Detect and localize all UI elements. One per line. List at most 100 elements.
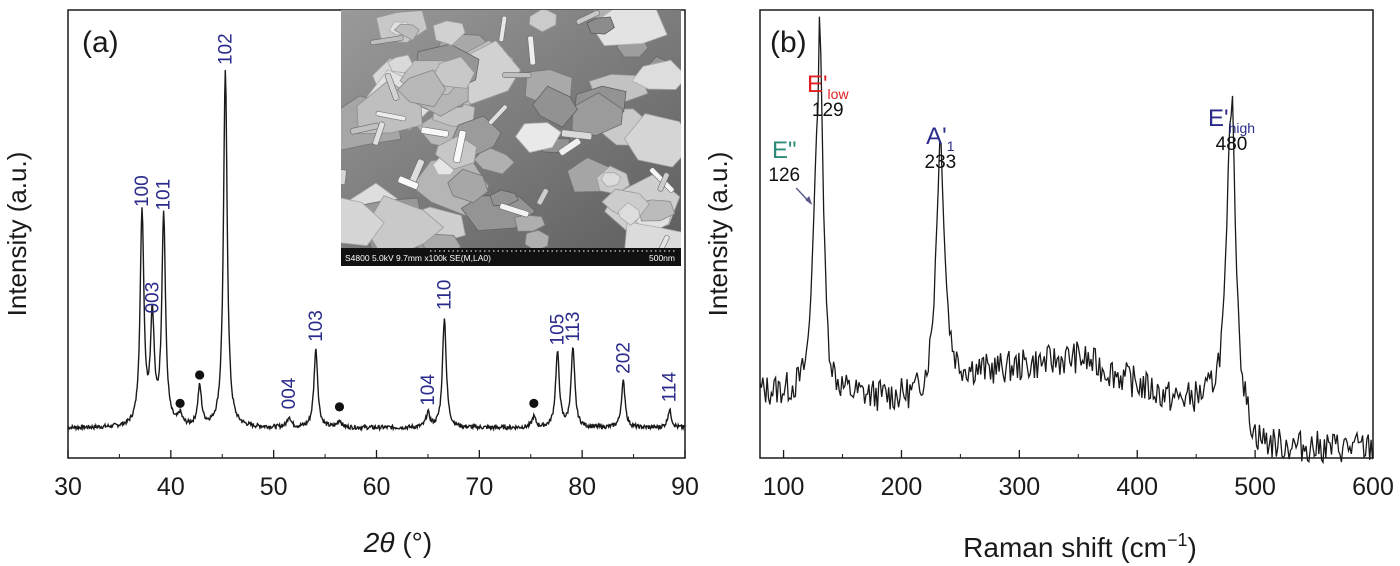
- panel-b-x-ticks: 100 200 300 400 500 600: [763, 450, 1394, 501]
- sem-plate: [341, 197, 385, 247]
- x-tick-label: 500: [1234, 473, 1276, 501]
- x-tick-label: 60: [363, 473, 391, 501]
- sem-plate-edge: [657, 172, 670, 192]
- peak-label-100: 100: [132, 175, 153, 207]
- sem-plate-edge: [499, 203, 530, 218]
- panel-b-x-axis-text: Raman shift (cm: [963, 532, 1167, 563]
- sem-caption-bar: [341, 248, 681, 266]
- panel-a-x-axis-unit: (°): [395, 527, 433, 558]
- sem-plate-edge: [372, 121, 386, 146]
- mode-value-label: 233: [925, 152, 957, 173]
- sem-plate: [528, 10, 557, 33]
- sem-inset: S4800 5.0kV 9.7mm x100k SE(M,LA0) 500nm: [341, 10, 681, 266]
- xrd-pattern-line: [67, 69, 686, 432]
- sem-plate: [431, 56, 475, 89]
- sem-plate: [524, 229, 550, 248]
- x-tick-label: 80: [568, 473, 596, 501]
- panel-b-x-axis-label: Raman shift (cm−1): [963, 530, 1197, 563]
- mode-value-label: 129: [812, 100, 844, 121]
- sem-plate: [397, 69, 446, 108]
- sem-plate: [617, 202, 641, 226]
- sem-plate-edge: [397, 175, 419, 190]
- sem-plate-edge: [341, 169, 347, 185]
- peak-label-101: 101: [154, 179, 175, 211]
- mode-value-label: 126: [768, 165, 800, 186]
- peak-label-004: 004: [279, 377, 300, 409]
- peak-label-104: 104: [418, 374, 439, 406]
- peak-label-113: 113: [563, 312, 584, 342]
- x-tick-label: 70: [465, 473, 493, 501]
- panel-a: 30 40 50 60 70 80 90 100 003 101 102 004 103 104 110 1…: [2, 9, 699, 558]
- panel-b-frame: [759, 9, 1374, 459]
- peak-label-110: 110: [434, 280, 455, 310]
- sem-caption-right: 500nm: [649, 253, 675, 263]
- sem-plate: [624, 113, 681, 168]
- peak-label-105: 105: [547, 314, 568, 346]
- x-tick-label: 100: [763, 473, 805, 501]
- raman-spectrum-line: [759, 16, 1374, 465]
- impurity-dot-marker: [529, 398, 539, 408]
- sem-plate-edge: [420, 126, 449, 138]
- panel-a-impurity-markers: [175, 370, 539, 412]
- sem-plate-edge: [488, 104, 508, 125]
- mode-name-label: E": [772, 137, 797, 164]
- sem-plate-edge: [558, 137, 582, 156]
- panel-a-x-axis-symbol: 2θ: [363, 527, 395, 558]
- sem-plate: [515, 122, 562, 153]
- sem-plate-edge: [575, 10, 600, 25]
- mode-subscript: low: [828, 86, 850, 102]
- peak-label-202: 202: [613, 342, 634, 374]
- sem-caption-left: S4800 5.0kV 9.7mm x100k SE(M,LA0): [345, 253, 491, 263]
- panel-b-y-axis-label: Intensity (a.u.): [703, 152, 733, 317]
- mode-value-label: 480: [1216, 134, 1248, 155]
- mode-arrow-head: [805, 196, 813, 205]
- peak-label-003: 003: [142, 282, 163, 314]
- x-tick-label: 30: [54, 473, 82, 501]
- sem-plate: [600, 172, 622, 188]
- sem-plate: [532, 85, 578, 128]
- x-tick-label: 400: [1116, 473, 1158, 501]
- mode-subscript: high: [1229, 120, 1255, 136]
- peak-label-114: 114: [660, 372, 681, 403]
- sem-plate-edge: [654, 235, 670, 248]
- sem-plate-edge: [384, 72, 400, 101]
- panel-a-label: (a): [82, 26, 119, 59]
- sem-plate: [631, 59, 681, 90]
- impurity-dot-marker: [175, 398, 185, 408]
- panel-a-y-axis-label: Intensity (a.u.): [2, 152, 32, 317]
- sem-plate: [514, 214, 546, 232]
- mode-name-label: A'1: [926, 123, 955, 154]
- sem-plate-edge: [536, 188, 549, 206]
- impurity-dot-marker: [195, 370, 205, 380]
- panel-b-label: (b): [770, 26, 807, 59]
- x-tick-label: 90: [671, 473, 699, 501]
- x-tick-label: 600: [1352, 473, 1394, 501]
- sem-plate-edge: [527, 35, 536, 66]
- mode-name-label: E'low: [807, 71, 849, 102]
- impurity-dot-marker: [334, 402, 345, 412]
- sem-hexagonal-plates: [341, 10, 681, 248]
- x-tick-label: 40: [157, 473, 185, 501]
- panel-a-x-axis-label: 2θ (°): [363, 527, 432, 558]
- sem-plate-edge: [453, 130, 467, 164]
- sem-plate: [387, 54, 414, 74]
- sem-plate: [393, 23, 420, 42]
- peak-label-102: 102: [215, 33, 236, 65]
- sem-plate: [586, 16, 615, 35]
- panel-b-x-axis-superscript: −1: [1167, 530, 1188, 550]
- sem-plate-edge: [502, 72, 532, 78]
- x-tick-label: 200: [881, 473, 923, 501]
- sem-plate-edge: [375, 111, 407, 122]
- peak-label-103: 103: [306, 310, 327, 342]
- sem-plate-edge: [561, 129, 593, 141]
- sem-plate: [364, 195, 445, 248]
- x-tick-label: 300: [998, 473, 1040, 501]
- sem-plate: [432, 20, 466, 46]
- sem-plate-edge: [498, 15, 508, 42]
- x-tick-label: 50: [260, 473, 288, 501]
- mode-subscript: 1: [947, 138, 955, 154]
- panel-a-x-ticks: 30 40 50 60 70 80 90: [54, 450, 699, 501]
- panel-b: 100 200 300 400 500 600 E"126E'low129A'1233E'…: [703, 9, 1394, 563]
